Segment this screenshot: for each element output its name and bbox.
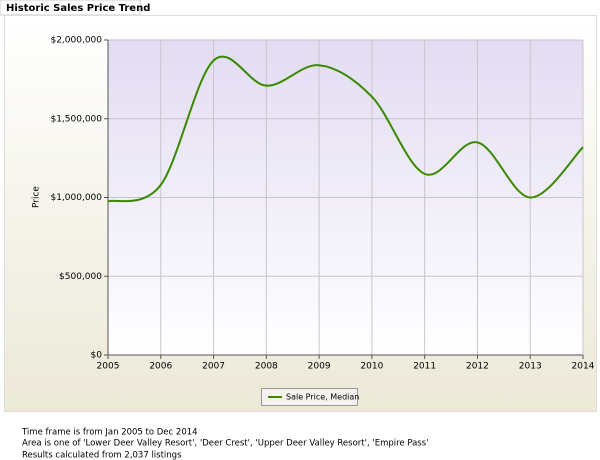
legend-box xyxy=(261,388,358,406)
y-tick-label: $2,000,000 xyxy=(50,36,102,46)
x-tick-label: 2011 xyxy=(413,362,436,372)
x-tick-label: 2005 xyxy=(97,362,120,372)
x-tick-label: 2013 xyxy=(519,362,542,372)
x-tick-label: 2010 xyxy=(360,362,383,372)
y-axis-label: Price xyxy=(32,186,42,208)
footer-line: Time frame is from Jan 2005 to Dec 2014 xyxy=(21,428,198,438)
legend-label: Sale Price, Median xyxy=(286,393,359,402)
y-tick-label: $0 xyxy=(91,351,103,361)
x-tick-label: 2006 xyxy=(149,362,172,372)
x-tick-label: 2008 xyxy=(255,362,278,372)
x-tick-label: 2014 xyxy=(572,362,595,372)
x-tick-label: 2007 xyxy=(202,362,225,372)
y-tick-label: $500,000 xyxy=(59,272,102,282)
tab-title[interactable]: Historic Sales Price Trend xyxy=(6,3,150,14)
footer-line: Area is one of 'Lower Deer Valley Resort… xyxy=(22,439,429,449)
x-tick-label: 2009 xyxy=(308,362,331,372)
footer-line: Results calculated from 2,037 listings xyxy=(22,451,182,460)
y-tick-label: $1,000,000 xyxy=(50,193,102,203)
y-tick-label: $1,500,000 xyxy=(50,114,102,124)
series-line xyxy=(107,55,584,203)
x-tick-label: 2012 xyxy=(466,362,489,372)
legend xyxy=(261,388,358,406)
